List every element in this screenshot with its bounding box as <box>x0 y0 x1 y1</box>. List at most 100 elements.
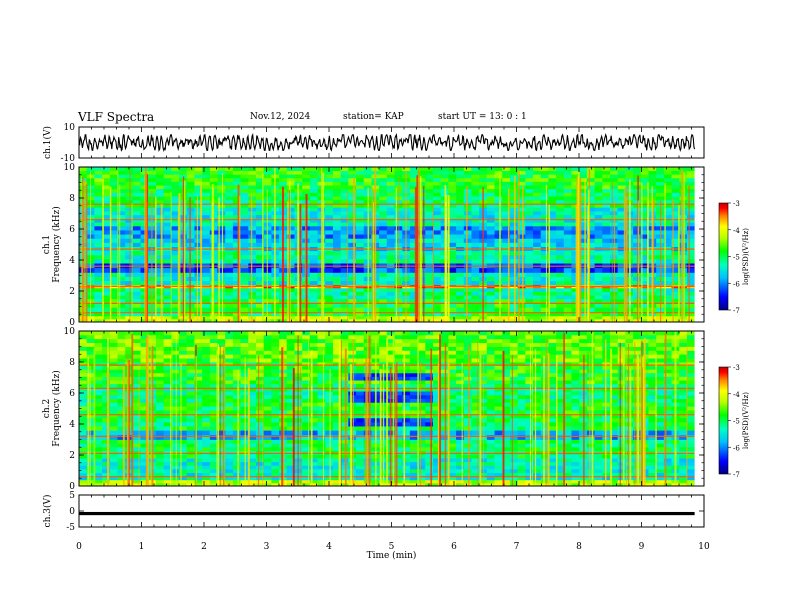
ch1-spectrogram-cell <box>217 303 226 308</box>
ch1-spectrogram-cell <box>602 214 611 219</box>
ch2-spectrogram-cell <box>209 461 218 466</box>
ch2-spectrogram-cell <box>202 430 211 436</box>
ch1-spectrogram-cell <box>148 174 157 179</box>
ch2-spectrogram-cell <box>448 461 457 466</box>
ch1-spectrogram-cell <box>117 250 126 256</box>
ch2-spectrogram-cell <box>571 465 580 470</box>
ch1-spectrogram-cell <box>594 267 603 273</box>
ch2-spectrogram-cell <box>525 417 534 423</box>
ch1-spectrogram-cell <box>332 254 342 260</box>
ch1-spectrogram-cell <box>340 311 349 317</box>
ch2-spectrogram-cell <box>686 465 696 470</box>
ch1-spectrogram-cell <box>679 230 688 235</box>
ch2-spectrogram-cell <box>456 468 465 473</box>
ch2-spectrogram-cell <box>556 479 565 484</box>
ch1-spectrogram-cell <box>479 177 488 182</box>
ch2-spectrogram-cell <box>448 450 457 455</box>
ch2-spectrogram-cell <box>194 410 203 415</box>
ch1-spectrogram-cell <box>540 318 549 323</box>
ch1-spectrogram-cell <box>425 315 434 320</box>
ch1-spectrogram-cell <box>579 295 588 300</box>
ch1-spectrogram-cell <box>494 170 503 175</box>
ch1-spectrogram-cell <box>471 174 480 179</box>
ch1-spectrogram-cell <box>217 167 226 172</box>
ch1-spectrogram-cell <box>686 177 696 182</box>
ch1-spectrogram-cell <box>471 254 480 260</box>
ch1-spectrogram-cell <box>225 234 234 239</box>
ch1-spectrogram-cell <box>663 287 672 292</box>
ch1-spectrogram-cell <box>340 222 349 227</box>
ch1-spectrogram-cell <box>386 174 395 179</box>
ch1-spectrogram-cell <box>686 199 696 204</box>
ch2-spectrogram-cell <box>225 417 234 423</box>
ch1-spectrogram-cell <box>448 222 457 227</box>
ch1-spectrogram-cell <box>502 181 511 186</box>
ch2-spectrogram-cell <box>348 426 357 431</box>
ch1-spectrogram-cell <box>540 211 549 216</box>
ch1-spectrogram-cell <box>471 203 480 208</box>
ch1-spectrogram-cell <box>517 291 526 296</box>
ch2-spectrogram-cell <box>117 426 126 431</box>
ch2-spectrogram-cell <box>494 443 503 448</box>
ch1-spectrogram-cell <box>232 207 242 212</box>
ch1-spectrogram-cell <box>602 291 611 296</box>
ch1-spectrogram-cell <box>425 254 434 260</box>
ch1-spectrogram-cell <box>225 199 234 204</box>
ch1-spectrogram-cell <box>671 254 680 260</box>
ch1-spectrogram-cell <box>155 291 165 296</box>
ch2-spectrogram-cell <box>232 476 242 481</box>
ch1-spectrogram-cell <box>594 286 603 289</box>
ch1-spectrogram-cell <box>425 218 434 223</box>
ch1-spectrogram-cell <box>325 307 334 312</box>
ch1-spectrogram-cell <box>563 222 572 227</box>
ch1-spectrogram-cell <box>332 303 342 308</box>
ch2-spectrogram-cell <box>686 450 696 455</box>
ch1-spectrogram-cell <box>240 222 249 227</box>
ch1-spectrogram-cell <box>379 225 388 231</box>
ch2-spectrogram-cell <box>417 472 426 477</box>
ch1-spectrogram-cell <box>671 207 680 212</box>
ch1-spectrogram-cell <box>686 267 696 273</box>
ch2-spectrogram-cell <box>502 446 511 452</box>
ch1-spectrogram-cell <box>171 258 180 264</box>
ch2-spectrogram-cell <box>232 410 242 415</box>
ch1-spectrogram-cell <box>217 254 226 260</box>
ch1-spectrogram-cell <box>533 225 542 231</box>
ch2-spectrogram-cell <box>409 421 418 427</box>
ch2-spectrogram-cell <box>625 479 634 484</box>
ch2-spectrogram-cell <box>425 430 434 436</box>
ch2-spectrogram-cell <box>486 413 495 419</box>
ch1-spectrogram-cell <box>125 185 134 190</box>
ch2-spectrogram-cell <box>186 468 195 473</box>
ch2-spectrogram-cell <box>356 410 365 415</box>
ch2-spectrogram-cell <box>186 472 195 477</box>
ch1-spectrogram-cell <box>379 234 388 239</box>
ch1-spectrogram-cell <box>109 250 118 256</box>
ch2-spectrogram-cell <box>525 421 534 427</box>
ch2-spectrogram-cell <box>109 465 118 470</box>
ch1-spectrogram-cell <box>94 177 103 182</box>
ch2-spectrogram-cell <box>348 458 357 463</box>
ch2-spectrogram-cell <box>394 461 403 466</box>
ch1-spectrogram-cell <box>486 214 495 219</box>
ch1-spectrogram-cell <box>586 280 595 286</box>
ch1-spectrogram-cell <box>356 167 365 172</box>
ch2-spectrogram-cell <box>263 461 272 466</box>
ch1-spectrogram-cell <box>502 199 511 204</box>
ch1-spectrogram-cell <box>309 177 318 182</box>
ch1-spectrogram-cell <box>502 287 511 292</box>
ch2-spectrogram-cell <box>594 458 603 463</box>
ch1-spectrogram-cell <box>517 207 526 212</box>
ch2-spectrogram-cell <box>202 446 211 452</box>
ch1-spectrogram-cell <box>94 218 103 223</box>
ch1-spectrogram-cell <box>379 222 388 227</box>
ch1-spectrogram-cell <box>425 234 434 239</box>
ch1-spectrogram-cell <box>348 315 357 320</box>
ch1-spectrogram-cell <box>117 174 126 179</box>
ch1-spectrogram-cell <box>109 291 118 296</box>
ch2-spectrogram-cell <box>171 450 180 455</box>
ch2-spectrogram-cell <box>232 461 242 466</box>
ch1-spectrogram-cell <box>448 315 457 320</box>
ch2-spectrogram-cell <box>409 439 418 444</box>
ch2-spectrogram-cell <box>140 413 149 419</box>
